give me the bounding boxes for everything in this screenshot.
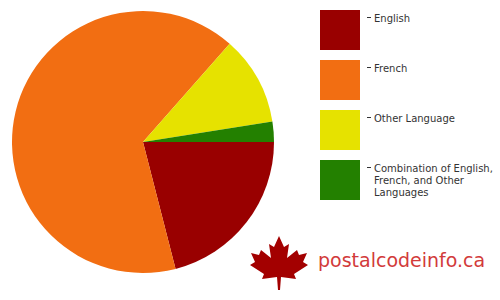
- svg-text:Other Language: Other Language: [374, 113, 455, 124]
- svg-text:Languages: Languages: [374, 187, 429, 198]
- svg-text:Combination of English,: Combination of English,: [374, 163, 493, 174]
- svg-text:French: French: [374, 63, 407, 74]
- svg-text:French, and Other: French, and Other: [374, 175, 465, 186]
- svg-text:postalcodeinfo.ca: postalcodeinfo.ca: [318, 249, 485, 271]
- svg-text:English: English: [374, 13, 410, 24]
